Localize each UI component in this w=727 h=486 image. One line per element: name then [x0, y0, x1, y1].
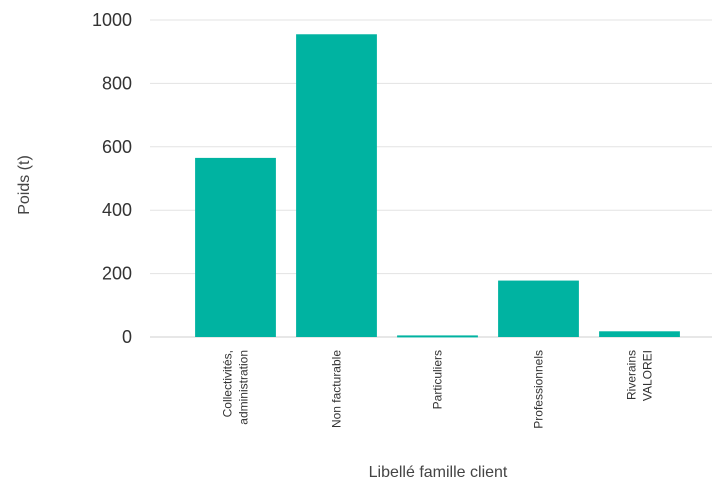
x-tick-label: Collectivités, administration — [221, 350, 251, 425]
y-axis-title: Poids (t) — [16, 155, 33, 215]
x-axis-title: Libellé famille client — [369, 464, 508, 481]
bar — [195, 157, 276, 337]
bars — [195, 34, 680, 338]
y-tick-label: 200 — [102, 264, 132, 284]
x-axis-ticks: Collectivités, administration Non facturab… — [221, 350, 655, 429]
x-tick-label: Particuliers — [431, 350, 445, 409]
x-tick-label: Non facturable — [330, 350, 344, 428]
bar — [296, 34, 377, 337]
bar — [498, 280, 579, 337]
y-axis-ticks: 0 200 400 600 800 1000 — [92, 10, 132, 347]
bar — [397, 335, 478, 338]
y-tick-label: 400 — [102, 200, 132, 220]
bar — [599, 331, 680, 337]
x-tick-label: Professionnels — [532, 350, 546, 429]
y-tick-label: 600 — [102, 137, 132, 157]
y-tick-label: 0 — [122, 327, 132, 347]
y-tick-label: 800 — [102, 73, 132, 93]
y-tick-label: 1000 — [92, 10, 132, 30]
x-tick-label: Riverains VALOREI — [625, 350, 655, 401]
